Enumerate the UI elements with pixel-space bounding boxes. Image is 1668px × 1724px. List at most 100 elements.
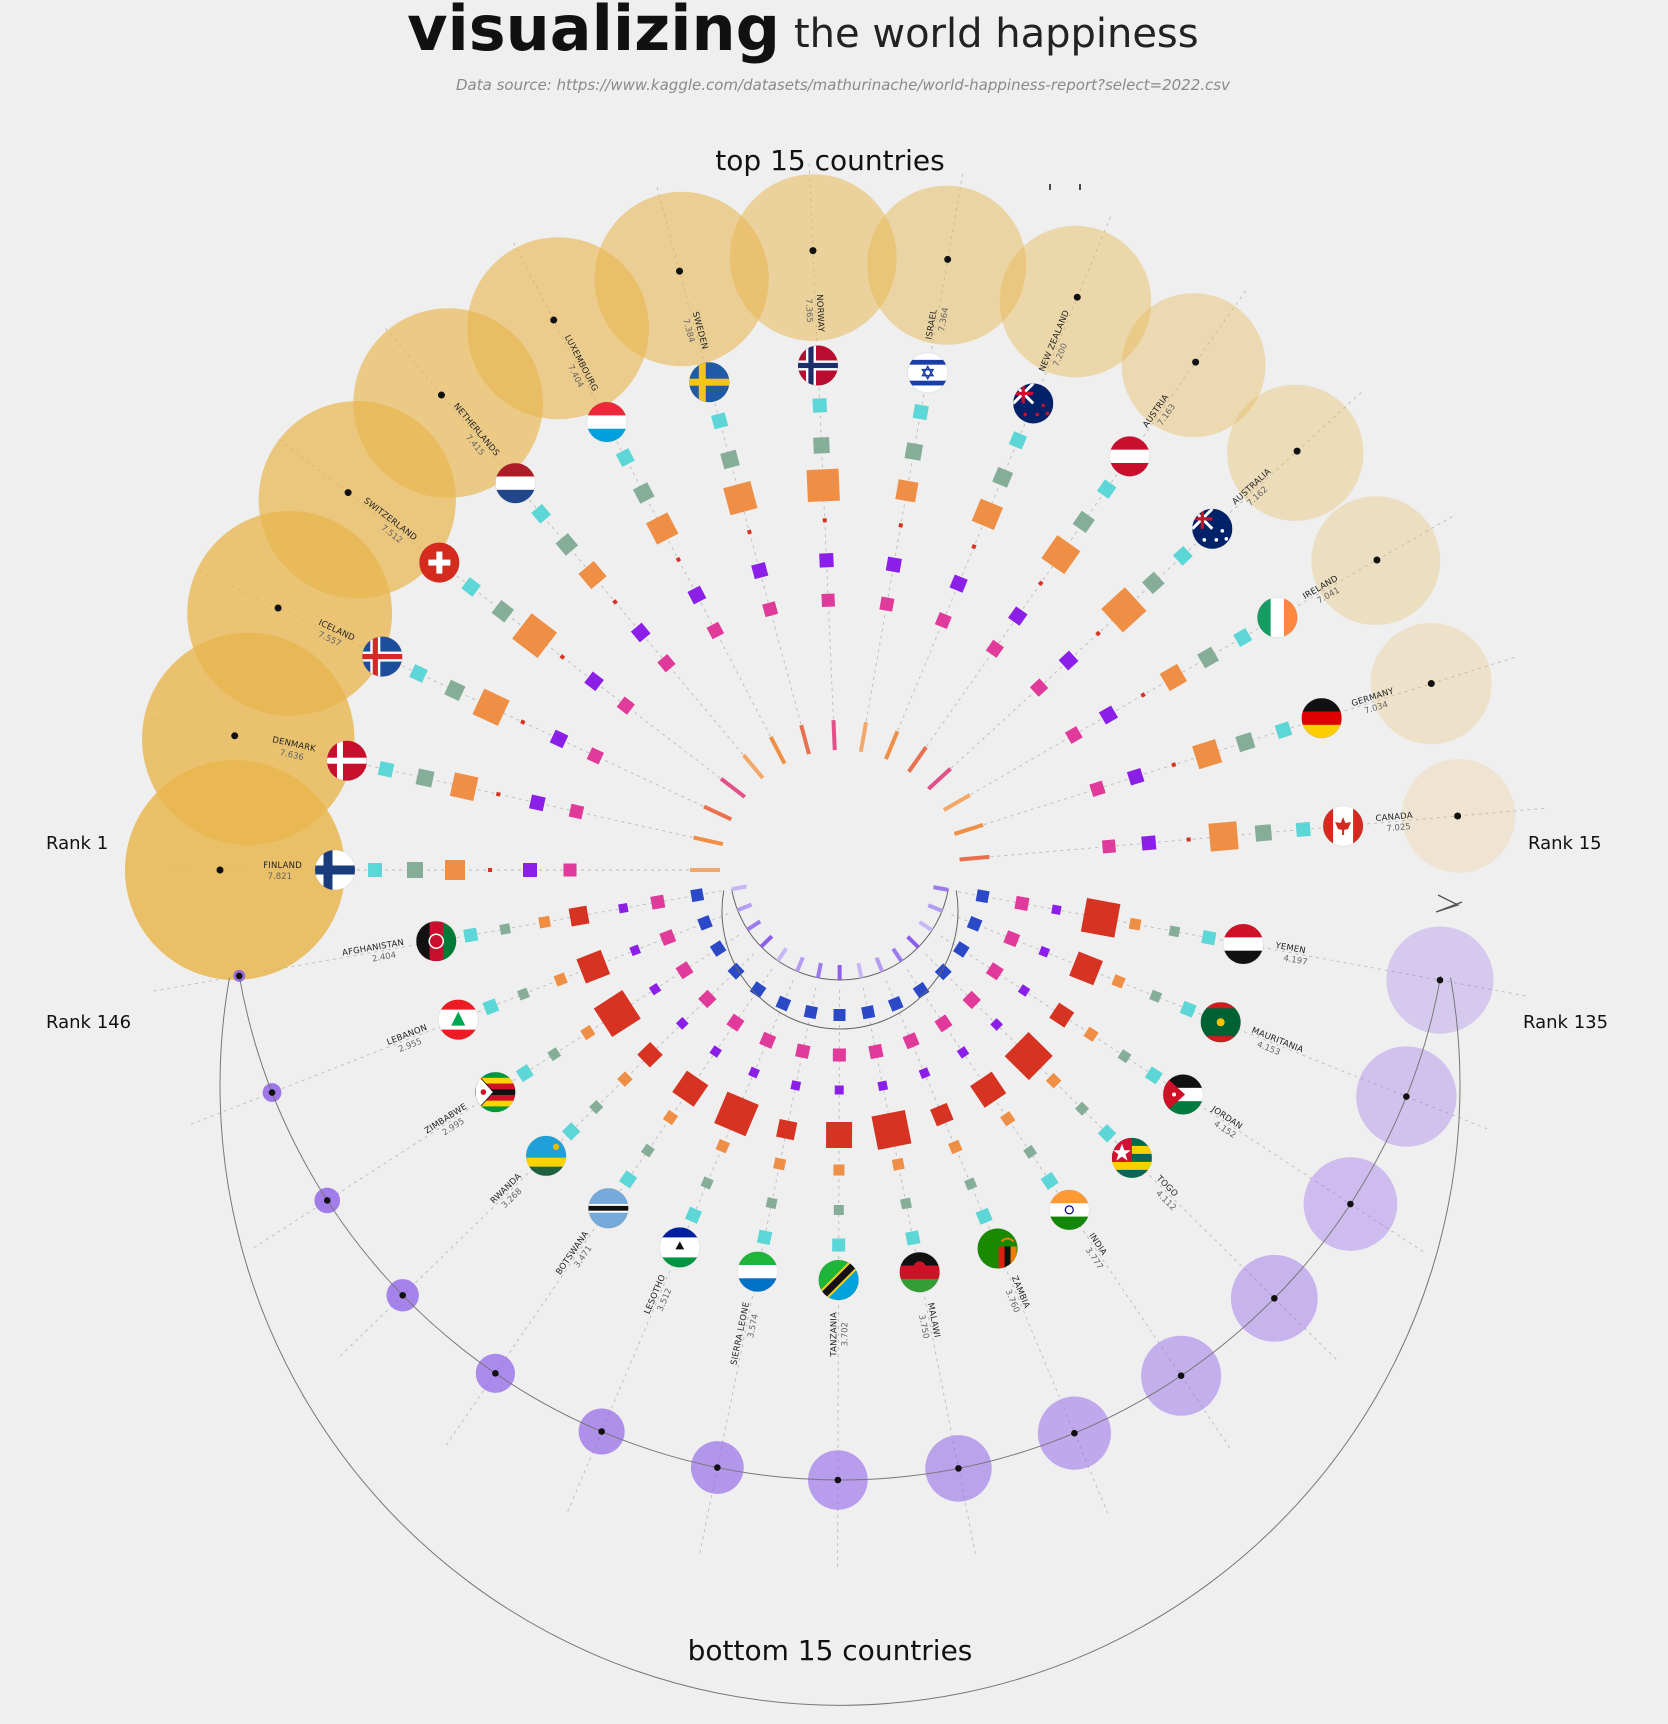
top-netherlands-metric-6 <box>657 654 676 673</box>
top-australia-metric-3 <box>1101 587 1147 633</box>
top-luxembourg-metric-4 <box>675 556 682 563</box>
top-canada-inner-tick <box>959 854 990 862</box>
bottom-lebanon-metric-1 <box>482 998 500 1016</box>
bottom-lesotho-metric-5 <box>748 1066 760 1079</box>
top-denmark-metric-2 <box>415 768 435 788</box>
top-germany-metric-5 <box>1126 768 1145 786</box>
bottom-botswana-metric-6 <box>726 1013 745 1032</box>
top-norway-inner-tick <box>831 720 837 751</box>
top-austria-metric-4 <box>1037 580 1044 587</box>
canada-flag-icon <box>1322 805 1364 847</box>
top-sweden-outer-dot <box>676 267 684 275</box>
top-netherlands-metric-1 <box>531 503 551 524</box>
bottom-yemen-metric-4 <box>1080 898 1121 938</box>
iceland-flag-icon <box>361 636 403 677</box>
bubble-layer <box>125 174 1516 1510</box>
top-denmark-metric-1 <box>377 761 395 778</box>
bottom-yemen-score: 4.197 <box>1282 954 1308 968</box>
top-iceland-inner-tick <box>703 804 733 822</box>
bottom-zambia-outer-dot <box>1071 1429 1078 1437</box>
bottom-lebanon-metric-4 <box>576 949 611 984</box>
top-finland-metric-5 <box>523 863 537 877</box>
top-denmark-metric-5 <box>528 794 546 812</box>
denmark-flag-icon <box>326 740 368 782</box>
top-netherlands-inner-tick <box>742 753 765 780</box>
lesotho-flag-icon <box>659 1227 701 1268</box>
bottom-lesotho-outer-dot <box>598 1428 605 1435</box>
bottom-zambia-metric-4 <box>930 1102 954 1127</box>
malawi-flag-icon <box>899 1251 941 1293</box>
bottom-rwanda-metric-7 <box>727 962 745 980</box>
top-canada-country-name: CANADA <box>1375 811 1413 824</box>
top-austria-metric-3 <box>1041 535 1081 575</box>
bottom-lebanon-metric-5 <box>629 944 641 957</box>
top-ireland-metric-1 <box>1233 627 1253 648</box>
bottom-rwanda-inner-tick <box>759 934 774 949</box>
top-ireland-metric-2 <box>1197 646 1219 669</box>
top-netherlands-metric-4 <box>612 599 618 605</box>
top-luxembourg-metric-2 <box>632 482 655 504</box>
bottom-sierraleone-metric-1 <box>756 1229 773 1246</box>
bottom-india-metric-5 <box>956 1046 970 1059</box>
top-germany-metric-4 <box>1171 762 1177 768</box>
top-canada-metric-6 <box>1101 839 1117 854</box>
bottom-india-outer-dot <box>1177 1372 1185 1380</box>
top-norway-score: 7.365 <box>803 298 814 323</box>
outer-break-mark <box>1435 894 1463 913</box>
bottom-malawi-metric-1 <box>905 1230 921 1246</box>
zambia-flag-icon <box>977 1228 1018 1269</box>
newzealand-flag-icon <box>1012 383 1054 424</box>
bottom-togo-outer-dot <box>1271 1295 1278 1302</box>
bottom-zimbabwe-metric-1 <box>515 1064 534 1083</box>
bottom-sierraleone-metric-7 <box>803 1004 818 1020</box>
top-luxembourg-metric-5 <box>687 585 707 605</box>
bottom-botswana-metric-1 <box>619 1170 638 1189</box>
bottom-yemen-metric-3 <box>1128 917 1142 931</box>
top-israel-metric-1 <box>912 403 929 421</box>
top-finland-metric-6 <box>563 863 577 877</box>
top-switzerland-outer-dot <box>344 489 352 497</box>
top-ireland-metric-6 <box>1064 726 1083 744</box>
bottom-botswana-outer-dot <box>492 1370 499 1377</box>
top-australia-metric-1 <box>1172 545 1193 566</box>
bottom-tanzania-metric-6 <box>832 1048 846 1062</box>
outer-ring-layer <box>216 184 1463 1706</box>
bottom-jordan-metric-1 <box>1144 1066 1163 1085</box>
bottom-malawi-outer-dot <box>955 1465 962 1472</box>
top-norway-outer-dot <box>809 247 817 255</box>
germany-flag-icon <box>1301 697 1343 739</box>
bottom-mauritania-outer-dot <box>1403 1093 1410 1100</box>
bottom-mauritania-metric-4 <box>1069 951 1103 986</box>
bottom-mauritania-metric-7 <box>966 916 983 932</box>
top-austria-metric-5 <box>1008 606 1028 626</box>
bottom-india-inner-tick <box>891 947 904 963</box>
top-iceland-metric-6 <box>586 747 604 765</box>
bottom-lebanon-outer-dot <box>268 1089 276 1096</box>
bottom-yemen-inner-tick <box>933 885 949 892</box>
bottom-togo-metric-5 <box>990 1018 1004 1031</box>
outer-arc-top <box>219 977 1461 1706</box>
bottom-togo-metric-2 <box>1075 1101 1090 1116</box>
jordan-flag-icon <box>1162 1074 1204 1115</box>
top-luxembourg-metric-1 <box>615 448 635 467</box>
bottom-tanzania-metric-7 <box>833 1008 846 1022</box>
top-finland-country-name: FINLAND <box>263 861 302 871</box>
top-canada-outer-dot <box>1454 812 1462 820</box>
bottom-india-metric-1 <box>1040 1171 1059 1190</box>
bottom-zambia-inner-tick <box>874 956 885 973</box>
top-austria-inner-tick <box>907 745 928 773</box>
top-germany-metric-2 <box>1235 732 1256 753</box>
top-netherlands-metric-2 <box>555 533 579 556</box>
bottom-india-metric-6 <box>934 1014 953 1033</box>
top-canada-metric-2 <box>1254 824 1273 842</box>
top-iceland-metric-5 <box>549 729 569 749</box>
bottom-yemen-metric-7 <box>975 889 990 904</box>
top-austria-metric-1 <box>1096 479 1117 499</box>
bottom-rwanda-outer-dot <box>399 1291 406 1299</box>
bottom-zambia-metric-2 <box>964 1177 978 1191</box>
